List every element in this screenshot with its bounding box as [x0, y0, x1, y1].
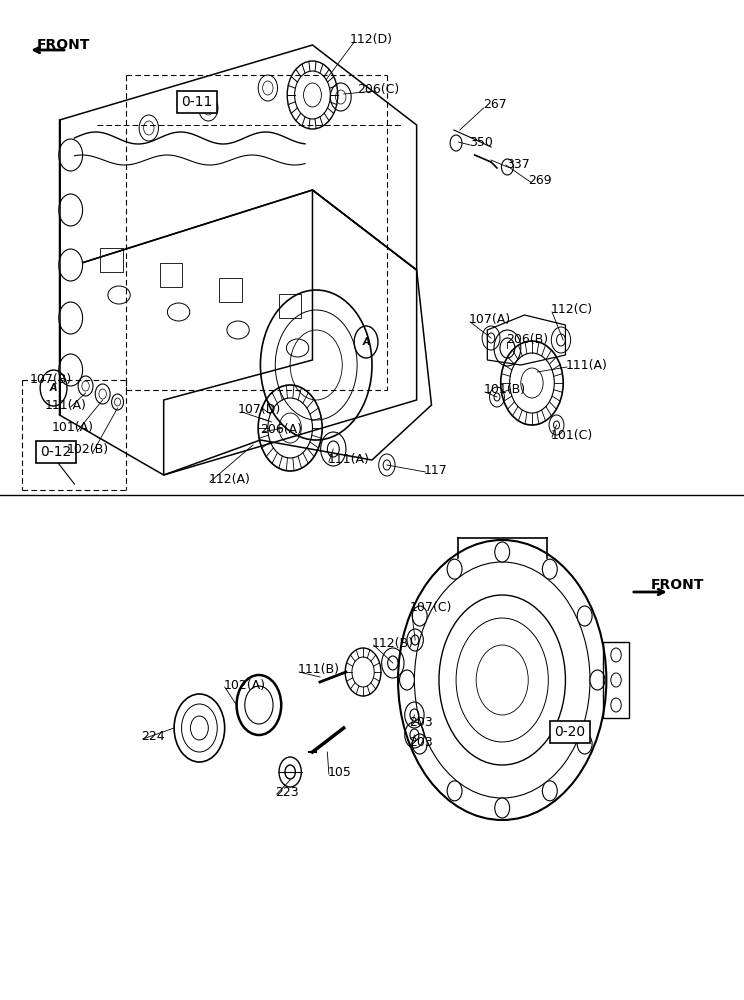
- Text: A: A: [362, 337, 370, 347]
- Text: 0-20: 0-20: [554, 725, 586, 739]
- Circle shape: [59, 139, 83, 171]
- Text: 111(A): 111(A): [327, 454, 369, 466]
- Text: 223: 223: [275, 786, 299, 798]
- Circle shape: [203, 101, 214, 115]
- Text: 0-12: 0-12: [40, 445, 71, 459]
- Circle shape: [412, 734, 427, 754]
- Text: 112(C): 112(C): [551, 304, 593, 316]
- Text: 107(C): 107(C): [409, 601, 452, 614]
- Circle shape: [495, 542, 510, 562]
- Text: 107(D): 107(D): [238, 403, 281, 416]
- Text: 111(A): 111(A): [45, 398, 86, 412]
- Text: 112(B): 112(B): [372, 637, 414, 650]
- Text: 112(A): 112(A): [208, 474, 250, 487]
- Text: 203: 203: [409, 716, 433, 728]
- Text: 0-11: 0-11: [182, 95, 213, 109]
- Text: 206(C): 206(C): [357, 84, 400, 97]
- Circle shape: [542, 781, 557, 801]
- Text: 350: 350: [469, 135, 493, 148]
- Text: 112(D): 112(D): [350, 33, 393, 46]
- Text: 117: 117: [424, 464, 448, 477]
- Circle shape: [447, 781, 462, 801]
- Text: FRONT: FRONT: [651, 578, 705, 592]
- Circle shape: [400, 670, 414, 690]
- Circle shape: [59, 354, 83, 386]
- Text: 107(B): 107(B): [30, 373, 72, 386]
- Text: 224: 224: [141, 730, 165, 744]
- Text: 269: 269: [528, 174, 552, 186]
- Circle shape: [495, 798, 510, 818]
- Circle shape: [59, 302, 83, 334]
- Text: 101(A): 101(A): [52, 422, 94, 434]
- Circle shape: [590, 670, 605, 690]
- Text: FRONT: FRONT: [37, 38, 91, 52]
- Text: 101(B): 101(B): [484, 383, 526, 396]
- Text: 203: 203: [409, 736, 433, 748]
- Circle shape: [577, 606, 592, 626]
- Ellipse shape: [167, 303, 190, 321]
- Text: 101(C): 101(C): [551, 428, 593, 442]
- Text: 206(B): 206(B): [506, 334, 548, 347]
- Text: 102(A): 102(A): [223, 678, 265, 692]
- Text: 111(B): 111(B): [298, 664, 339, 676]
- Circle shape: [542, 559, 557, 579]
- Text: 337: 337: [506, 158, 530, 172]
- Text: 107(A): 107(A): [469, 314, 511, 326]
- Circle shape: [447, 559, 462, 579]
- Ellipse shape: [108, 286, 130, 304]
- Circle shape: [258, 75, 278, 101]
- Circle shape: [412, 606, 427, 626]
- Text: 267: 267: [484, 99, 507, 111]
- Text: A: A: [50, 383, 57, 393]
- Circle shape: [263, 81, 273, 95]
- Circle shape: [577, 734, 592, 754]
- Text: 102(B): 102(B): [67, 444, 109, 456]
- Text: 206(A): 206(A): [260, 424, 302, 436]
- Circle shape: [139, 115, 158, 141]
- Circle shape: [59, 194, 83, 226]
- Ellipse shape: [227, 321, 249, 339]
- Circle shape: [199, 95, 218, 121]
- Ellipse shape: [286, 339, 309, 357]
- Circle shape: [59, 249, 83, 281]
- Text: 111(A): 111(A): [565, 359, 607, 371]
- Text: 105: 105: [327, 766, 351, 778]
- Circle shape: [144, 121, 154, 135]
